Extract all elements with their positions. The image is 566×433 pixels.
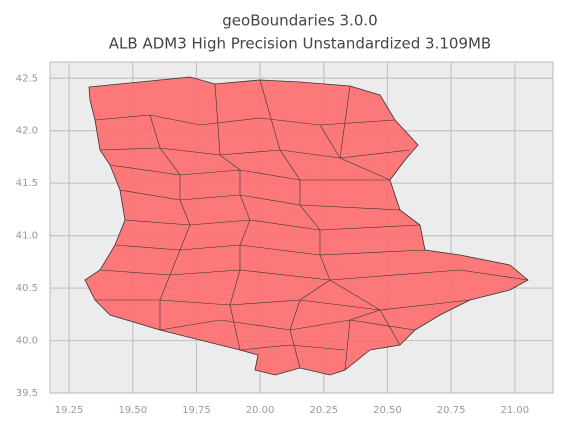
x-tick-label: 20.75 — [437, 405, 466, 416]
x-tick-label: 20.25 — [309, 405, 338, 416]
map — [84, 76, 529, 376]
x-tick-label: 19.50 — [118, 405, 147, 416]
x-tick-label: 21.00 — [500, 405, 529, 416]
y-tick-label: 42.0 — [16, 126, 38, 137]
x-tick-label: 20.50 — [373, 405, 402, 416]
y-tick-label: 39.5 — [16, 388, 38, 399]
y-tick-label: 42.5 — [16, 73, 38, 84]
x-tick-label: 19.75 — [182, 405, 211, 416]
boundaries — [94, 79, 529, 371]
country-shape — [84, 76, 529, 376]
chart-subtitle: ALB ADM3 High Precision Unstandardized 3… — [109, 35, 491, 53]
y-tick-label: 40.5 — [16, 283, 38, 294]
y-tick-label: 41.5 — [16, 178, 38, 189]
x-tick-label: 19.25 — [55, 405, 84, 416]
chart-title: geoBoundaries 3.0.0 — [222, 12, 377, 30]
x-tick-label: 20.00 — [246, 405, 275, 416]
y-tick-label: 41.0 — [16, 231, 38, 242]
y-tick-label: 40.0 — [16, 336, 38, 347]
